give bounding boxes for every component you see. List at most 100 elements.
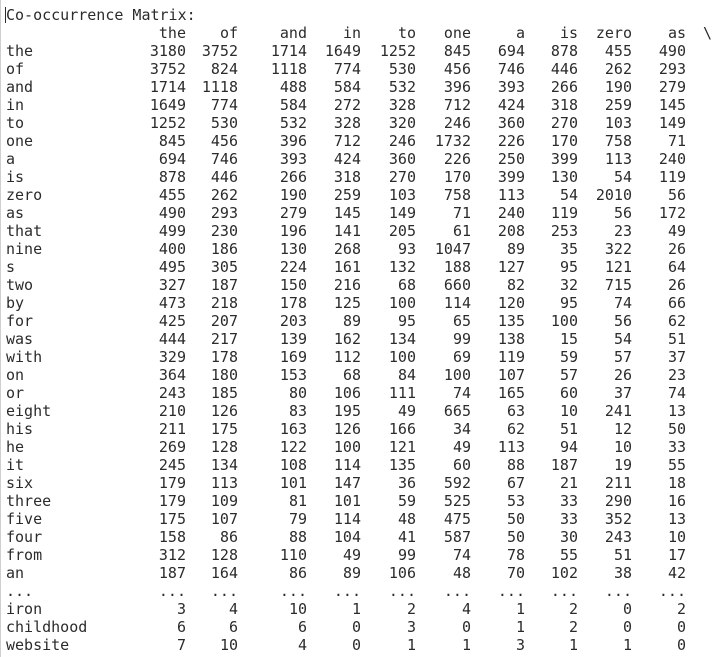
matrix-cell: 107 [497, 366, 525, 384]
matrix-cell: 312 [158, 546, 186, 564]
matrix-cell: 279 [279, 204, 307, 222]
matrix-cell: 89 [342, 564, 361, 582]
matrix-cell: 320 [388, 114, 416, 132]
matrix-cell: 95 [397, 312, 416, 330]
matrix-cell: 99 [452, 330, 471, 348]
matrix-cell: 246 [388, 132, 416, 150]
matrix-cell: 33 [559, 492, 578, 510]
matrix-cell: 33 [559, 510, 578, 528]
matrix-cell: 246 [443, 114, 471, 132]
matrix-cell: 217 [210, 330, 238, 348]
matrix-cell: 180 [210, 366, 238, 384]
matrix-cell: ... [279, 582, 307, 600]
matrix-cell: 150 [279, 276, 307, 294]
matrix-cell: 1118 [201, 78, 238, 96]
matrix-cell: ... [658, 582, 686, 600]
matrix-cell: 2 [568, 600, 578, 618]
terminal-output: Co-occurrence Matrix: the of and in to one a is… [5, 6, 712, 654]
matrix-cell: 121 [388, 438, 416, 456]
matrix-cell: 2 [406, 600, 416, 618]
matrix-cell: 758 [604, 132, 632, 150]
matrix-cell: 329 [158, 348, 186, 366]
matrix-cell: 84 [397, 366, 416, 384]
matrix-cell: 103 [604, 114, 632, 132]
matrix-cell: 149 [388, 204, 416, 222]
matrix-cell: 0 [461, 618, 471, 636]
matrix-cell: 190 [279, 186, 307, 204]
matrix-cell: 66 [667, 294, 686, 312]
matrix-cell: 187 [210, 276, 238, 294]
matrix-cell: 444 [158, 330, 186, 348]
matrix-cell: 327 [158, 276, 186, 294]
matrix-row: with 329 178 169 112 100 69 119 59 57 37 [6, 348, 686, 366]
matrix-cell: 1 [351, 600, 361, 618]
matrix-cell: 455 [158, 186, 186, 204]
matrix-cell: 205 [388, 222, 416, 240]
matrix-row: by 473 218 178 125 100 114 120 95 74 66 [6, 294, 686, 312]
matrix-cell: 19 [613, 456, 632, 474]
matrix-cell: 226 [443, 150, 471, 168]
matrix-cell: 6 [176, 618, 186, 636]
matrix-cell: 1 [515, 618, 525, 636]
matrix-row: the 3180 3752 1714 1649 1252 845 694 878 455 490 [6, 42, 686, 60]
matrix-cell: 495 [158, 258, 186, 276]
matrix-cell: 175 [158, 510, 186, 528]
matrix-cell: 132 [388, 258, 416, 276]
matrix-cell: 74 [452, 546, 471, 564]
matrix-cell: 56 [667, 186, 686, 204]
matrix-cell: 6 [297, 618, 307, 636]
matrix-row: four 158 86 88 104 41 587 50 30 243 10 [6, 528, 686, 546]
matrix-cell: 266 [550, 78, 578, 96]
matrix-cell: 0 [622, 600, 632, 618]
row-label: childhood [6, 618, 88, 636]
matrix-cell: 241 [604, 402, 632, 420]
matrix-cell: 490 [158, 204, 186, 222]
matrix-cell: 149 [658, 114, 686, 132]
matrix-cell: 230 [210, 222, 238, 240]
row-label: the [6, 42, 34, 60]
matrix-cell: 3752 [201, 42, 238, 60]
matrix-cell: 126 [333, 420, 361, 438]
matrix-cell: 64 [667, 258, 686, 276]
matrix-cell: 107 [210, 510, 238, 528]
row-label: a [6, 150, 16, 168]
matrix-body: the 3180 3752 1714 1649 1252 845 694 878 455 490 of… [6, 42, 686, 654]
matrix-cell: 57 [559, 366, 578, 384]
column-header: as [667, 24, 686, 42]
matrix-cell: 113 [604, 150, 632, 168]
matrix-row: from 312 128 110 49 99 74 78 55 51 17 [6, 546, 686, 564]
matrix-cell: 65 [452, 312, 471, 330]
matrix-cell: 126 [210, 402, 238, 420]
matrix-cell: 196 [279, 222, 307, 240]
matrix-cell: 190 [604, 78, 632, 96]
matrix-cell: 1714 [270, 42, 307, 60]
matrix-cell: 164 [210, 564, 238, 582]
matrix-row: it 245 134 108 114 135 60 88 187 19 55 [6, 456, 686, 474]
row-label: website [6, 636, 70, 654]
matrix-cell: 587 [443, 528, 471, 546]
matrix-cell: 48 [397, 510, 416, 528]
matrix-cell: 111 [388, 384, 416, 402]
matrix-cell: 119 [497, 348, 525, 366]
line-continuation-marker: \ [703, 24, 713, 42]
matrix-cell: 50 [506, 510, 525, 528]
matrix-cell: 712 [333, 132, 361, 150]
matrix-cell: 270 [550, 114, 578, 132]
matrix-cell: 293 [210, 204, 238, 222]
matrix-cell: 660 [443, 276, 471, 294]
matrix-cell: 135 [388, 456, 416, 474]
matrix-cell: 10 [559, 402, 578, 420]
matrix-cell: ... [604, 582, 632, 600]
row-label: by [6, 294, 25, 312]
matrix-cell: 1 [515, 600, 525, 618]
matrix-cell: 145 [658, 96, 686, 114]
matrix-cell: 712 [443, 96, 471, 114]
matrix-cell: 102 [550, 564, 578, 582]
matrix-cell: 2 [676, 600, 686, 618]
row-label: he [6, 438, 25, 456]
matrix-cell: 396 [279, 132, 307, 150]
matrix-cell: 262 [604, 60, 632, 78]
matrix-cell: 51 [667, 330, 686, 348]
row-label: four [6, 528, 43, 546]
